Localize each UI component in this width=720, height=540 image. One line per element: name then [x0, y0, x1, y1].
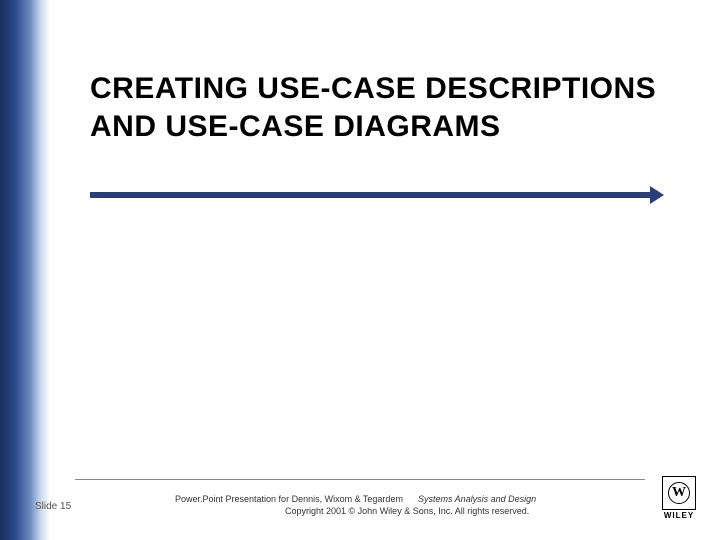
footer-book-title: Systems Analysis and Design: [418, 494, 536, 504]
footer-separator-line: [75, 479, 645, 480]
left-gradient-bar: [0, 0, 50, 540]
wiley-logo: W WILEY: [653, 474, 705, 522]
wiley-emblem-icon: W: [662, 476, 696, 510]
title-underline-arrow: [650, 186, 664, 204]
footer-presentation: Power.Point Presentation for Dennis, Wix…: [175, 494, 403, 504]
footer-copyright: Copyright 2001 © John Wiley & Sons, Inc.…: [175, 505, 630, 518]
title-underline: [90, 192, 650, 198]
slide-number: Slide 15: [35, 501, 71, 512]
footer-text: Power.Point Presentation for Dennis, Wix…: [175, 493, 630, 518]
wiley-brand-text: WILEY: [664, 511, 694, 520]
slide-title: CREATING USE-CASE DESCRIPTIONS AND USE-C…: [90, 70, 660, 145]
content-area: CREATING USE-CASE DESCRIPTIONS AND USE-C…: [90, 70, 660, 145]
